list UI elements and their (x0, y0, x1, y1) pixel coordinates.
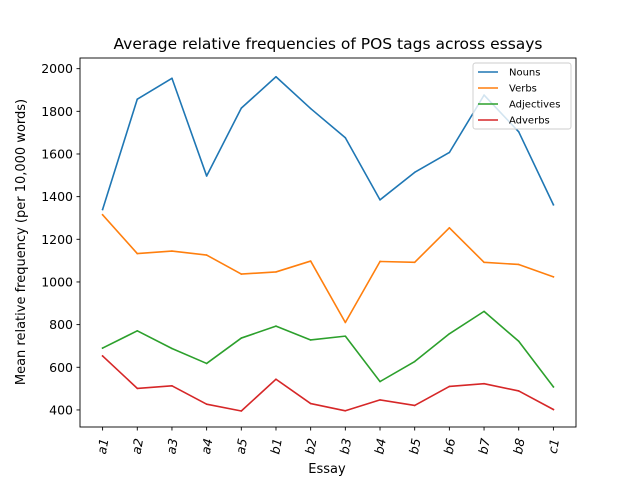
data-point-adjectives-b7 (483, 310, 485, 313)
x-tick-label: b4 (371, 437, 389, 455)
x-tick-label: b8 (510, 437, 528, 455)
y-tick-label: 400 (49, 402, 73, 417)
data-point-verbs-a3 (171, 250, 173, 252)
data-point-adjectives-a1 (101, 347, 104, 349)
y-tick-label: 2000 (41, 61, 73, 76)
x-tick-label: b1 (267, 437, 285, 455)
data-point-adjectives-b2 (309, 339, 312, 341)
x-tick-label: b7 (475, 437, 493, 455)
legend-label-adverbs: Adverbs (509, 116, 550, 127)
series-line-adverbs (101, 354, 555, 412)
data-point-adverbs-a1 (101, 355, 104, 357)
data-point-verbs-b8 (517, 263, 520, 266)
y-tick-label: 800 (49, 317, 73, 332)
data-point-adverbs-b4 (379, 399, 381, 401)
data-point-verbs-b7 (483, 261, 485, 264)
chart-title: Average relative frequencies of POS tags… (113, 35, 542, 53)
data-point-verbs-a1 (101, 213, 104, 216)
legend: Nouns Verbs Adjectives Adverbs (472, 62, 572, 130)
legend-label-adjectives: Adjectives (509, 100, 560, 111)
data-point-adverbs-a3 (171, 385, 173, 387)
data-point-verbs-a5 (240, 273, 243, 275)
y-tick-label: 1800 (41, 104, 73, 119)
data-point-adjectives-b6 (448, 332, 451, 335)
data-point-nouns-a4 (205, 175, 208, 177)
x-tick-label: a5 (233, 437, 250, 455)
data-point-adverbs-a4 (205, 403, 208, 405)
y-tick-label: 600 (49, 360, 73, 375)
data-point-verbs-b6 (448, 226, 451, 229)
data-point-verbs-b5 (413, 261, 416, 264)
data-point-verbs-b1 (275, 271, 277, 273)
data-point-adjectives-a3 (171, 347, 173, 350)
data-point-adverbs-b6 (448, 385, 451, 388)
legend-label-verbs: Verbs (509, 84, 537, 95)
data-point-nouns-b1 (275, 75, 277, 78)
x-tick-label: c1 (545, 438, 562, 455)
data-point-nouns-c1 (552, 203, 555, 206)
plot-area: 400 600 800 1000 1200 1400 1600 1800 2000 a1 a2 a3 a… (41, 57, 577, 455)
data-point-nouns-b4 (379, 199, 381, 201)
data-point-adjectives-c1 (552, 386, 555, 388)
axes-frame (79, 57, 577, 428)
data-point-adjectives-a4 (205, 362, 208, 365)
y-tick-label: 1200 (41, 232, 73, 247)
data-point-adverbs-b5 (413, 404, 416, 407)
data-point-adjectives-a5 (240, 337, 243, 339)
data-point-nouns-a1 (101, 208, 104, 211)
data-point-adverbs-a5 (240, 410, 243, 412)
data-point-adjectives-b5 (413, 360, 416, 363)
data-point-adverbs-b3 (344, 409, 347, 412)
series-line-adjectives (101, 310, 555, 389)
y-tick-label: 1000 (41, 274, 73, 289)
data-point-nouns-b3 (344, 136, 347, 139)
data-point-verbs-b2 (309, 260, 312, 262)
data-point-adverbs-b8 (517, 390, 520, 392)
data-point-nouns-a5 (240, 107, 243, 109)
y-tick-label: 1600 (41, 146, 73, 161)
x-tick-label: b2 (302, 437, 320, 455)
data-point-adjectives-b8 (517, 340, 520, 343)
x-tick-label: b5 (406, 437, 424, 455)
x-tick-label: b6 (441, 437, 459, 455)
data-point-nouns-b5 (413, 171, 416, 174)
data-point-adjectives-b1 (275, 325, 277, 327)
data-point-adverbs-c1 (552, 408, 555, 411)
data-point-adverbs-a2 (136, 387, 139, 390)
data-point-adverbs-b2 (309, 402, 312, 405)
data-point-verbs-a2 (136, 252, 139, 255)
legend-label-nouns: Nouns (509, 68, 540, 79)
data-point-verbs-b4 (379, 260, 381, 263)
x-tick-label: a1 (94, 437, 111, 455)
data-point-nouns-b6 (448, 151, 451, 154)
legend-box (472, 62, 572, 130)
data-point-nouns-b8 (517, 131, 520, 133)
data-point-nouns-a2 (136, 98, 139, 100)
data-point-adverbs-b1 (275, 378, 277, 381)
data-point-nouns-b2 (309, 107, 312, 110)
data-point-adverbs-b7 (483, 382, 485, 385)
data-point-verbs-a4 (205, 254, 208, 256)
data-point-verbs-c1 (552, 276, 555, 278)
data-point-verbs-b3 (344, 321, 347, 324)
y-axis-label: Mean relative frequency (per 10,000 word… (14, 99, 29, 385)
y-tick-label: 1400 (41, 189, 73, 204)
x-tick-label: a2 (129, 437, 146, 455)
x-tick-label: b3 (337, 437, 355, 455)
x-tick-label: a4 (198, 437, 215, 455)
x-axis-label: Essay (308, 462, 346, 477)
data-point-adjectives-b3 (344, 335, 347, 337)
data-point-adjectives-a2 (136, 330, 139, 332)
data-point-nouns-a3 (171, 77, 173, 80)
series-line-verbs (101, 213, 555, 324)
x-tick-label: a3 (163, 437, 180, 455)
data-point-adjectives-b4 (379, 380, 381, 383)
